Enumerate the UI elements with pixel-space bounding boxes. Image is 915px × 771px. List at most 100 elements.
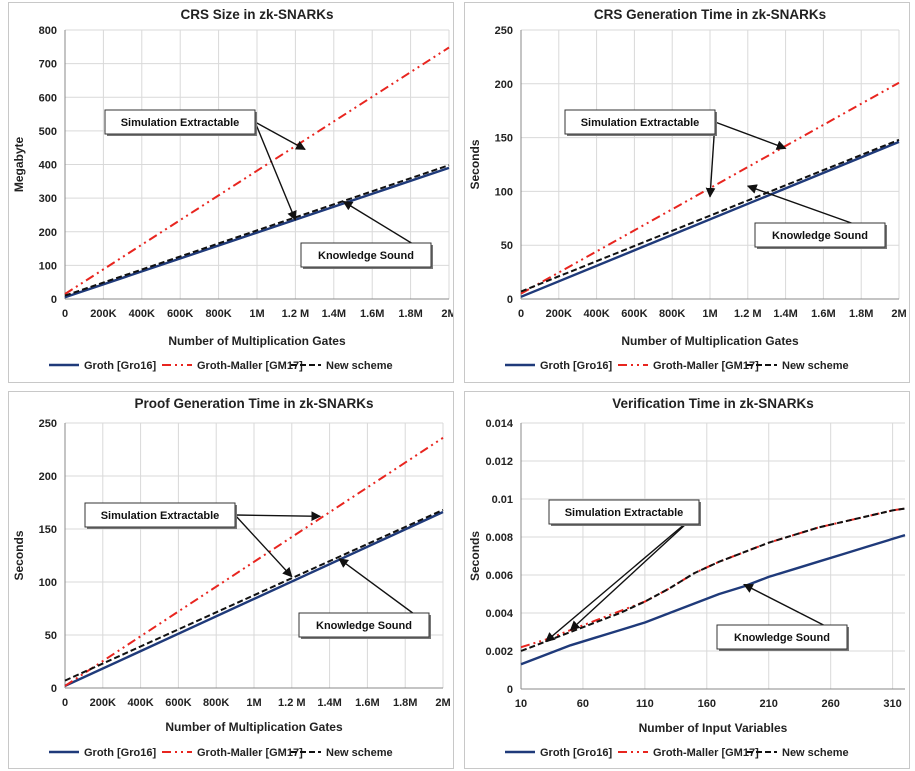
y-tick-label: 0.008 [485,532,513,544]
x-tick-label: 2M [891,308,906,320]
annotation-arrow [234,514,293,578]
y-tick-label: 400 [39,160,57,172]
y-tick-label: 0 [507,684,513,696]
series-line-groth [520,533,906,666]
legend-label: New scheme [782,747,849,759]
x-axis-label: Number of Multiplication Gates [165,720,343,734]
legend-label: Groth [Gro16] [540,747,612,759]
series-line-gm [64,436,444,687]
annotation-box [548,499,700,525]
x-tick-label: 210 [760,698,778,710]
x-tick-label: 10 [515,698,527,710]
y-axis-label: Seconds [12,530,26,580]
x-tick-label: 2M [441,308,453,320]
x-tick-label: 1M [249,308,264,320]
legend-label: Groth [Gro16] [540,360,612,372]
x-tick-label: 110 [636,698,654,710]
y-tick-label: 250 [39,418,57,430]
annotation-label: Simulation Extractable [565,507,684,519]
chart-svg: Verification Time in zk-SNARKs 0 0.002 0.00… [468,396,906,759]
annotation-label: Knowledge Sound [316,620,412,632]
x-tick-label: 1.2 M [282,308,310,320]
chart-panel-crs-generation: CRS Generation Time in zk-SNARKs 0 50 100 15… [464,2,910,383]
annotation-label: Knowledge Sound [772,230,868,242]
y-axis-label: Megabyte [12,137,26,193]
x-tick-label: 1M [246,697,261,709]
x-tick-label: 160 [698,698,716,710]
chart-svg: Proof Generation Time in zk-SNARKs 0 50 100… [12,396,451,759]
annotation-arrow [714,121,787,150]
x-tick-label: 1.2 M [734,308,762,320]
annotation-box [716,624,848,650]
series-line-new [64,164,450,297]
annotation-arrow [254,121,297,221]
series-line-groth [64,166,450,299]
annotation-box [104,109,256,135]
y-tick-label: 300 [39,193,57,205]
annotation-box [564,109,716,135]
legend-label: New scheme [326,360,393,372]
annotation-arrow [254,121,306,150]
series-line-new [520,507,906,652]
y-tick-label: 50 [45,630,57,642]
x-tick-label: 1.4M [322,308,346,320]
series-line-groth [64,510,444,687]
y-tick-label: 0 [51,294,57,306]
x-tick-label: 800K [205,308,231,320]
y-tick-label: 200 [39,471,57,483]
x-tick-label: 600K [165,697,191,709]
chart-svg: CRS Size in zk-SNARKs 0 100 200 300 400 500 600… [12,7,453,372]
x-tick-label: 260 [821,698,839,710]
x-tick-label: 200K [90,308,116,320]
y-tick-label: 800 [39,25,57,37]
y-tick-label: 500 [39,126,57,138]
x-tick-label: 800K [659,308,685,320]
x-tick-label: 0 [62,308,68,320]
legend-label: New scheme [782,360,849,372]
y-tick-label: 0.01 [492,494,513,506]
x-tick-label: 1.2 M [278,697,306,709]
annotation-label: Knowledge Sound [734,632,830,644]
x-axis-label: Number of Multiplication Gates [621,334,799,348]
x-tick-label: 400K [129,308,155,320]
x-tick-label: 600K [167,308,193,320]
chart-panel-verification: Verification Time in zk-SNARKs 0 0.002 0.00… [464,391,910,769]
x-tick-label: 1.4M [317,697,341,709]
chart-panel-crs-size: CRS Size in zk-SNARKs 0 100 200 300 400 500 600… [8,2,454,383]
x-tick-label: 1.6M [811,308,835,320]
y-tick-label: 0.014 [485,418,513,430]
x-tick-label: 1M [702,308,717,320]
chart-panel-proof-generation: Proof Generation Time in zk-SNARKs 0 50 100… [8,391,454,769]
y-tick-label: 0.004 [485,608,513,620]
annotation-box [754,222,886,248]
chart-title: Verification Time in zk-SNARKs [612,396,814,411]
x-tick-label: 1.4M [773,308,797,320]
annotation-arrow [545,511,700,643]
y-tick-label: 0.006 [485,570,513,582]
y-tick-label: 150 [495,133,513,145]
annotation-box [300,242,432,268]
annotation-label: Simulation Extractable [101,510,220,522]
x-tick-label: 600K [621,308,647,320]
y-axis-label: Seconds [468,139,482,189]
x-tick-label: 400K [583,308,609,320]
y-tick-label: 250 [495,25,513,37]
y-tick-label: 50 [501,240,513,252]
annotation-box [298,612,430,638]
chart-title: CRS Generation Time in zk-SNARKs [594,7,826,22]
x-tick-label: 310 [883,698,901,710]
legend-label: Groth [Gro16] [84,360,156,372]
legend-label: Groth-Maller [GM17] [197,747,303,759]
series-line-new [520,138,900,293]
annotation-label: Simulation Extractable [121,117,240,129]
x-tick-label: 60 [577,698,589,710]
y-axis-label: Seconds [468,531,482,581]
x-tick-label: 200K [546,308,572,320]
y-tick-label: 0 [507,294,513,306]
series-line-groth [520,140,900,298]
x-axis-label: Number of Multiplication Gates [168,334,346,348]
y-tick-label: 200 [495,79,513,91]
y-tick-label: 0.002 [485,646,513,658]
y-tick-label: 100 [495,186,513,198]
x-tick-label: 1.8M [393,697,417,709]
